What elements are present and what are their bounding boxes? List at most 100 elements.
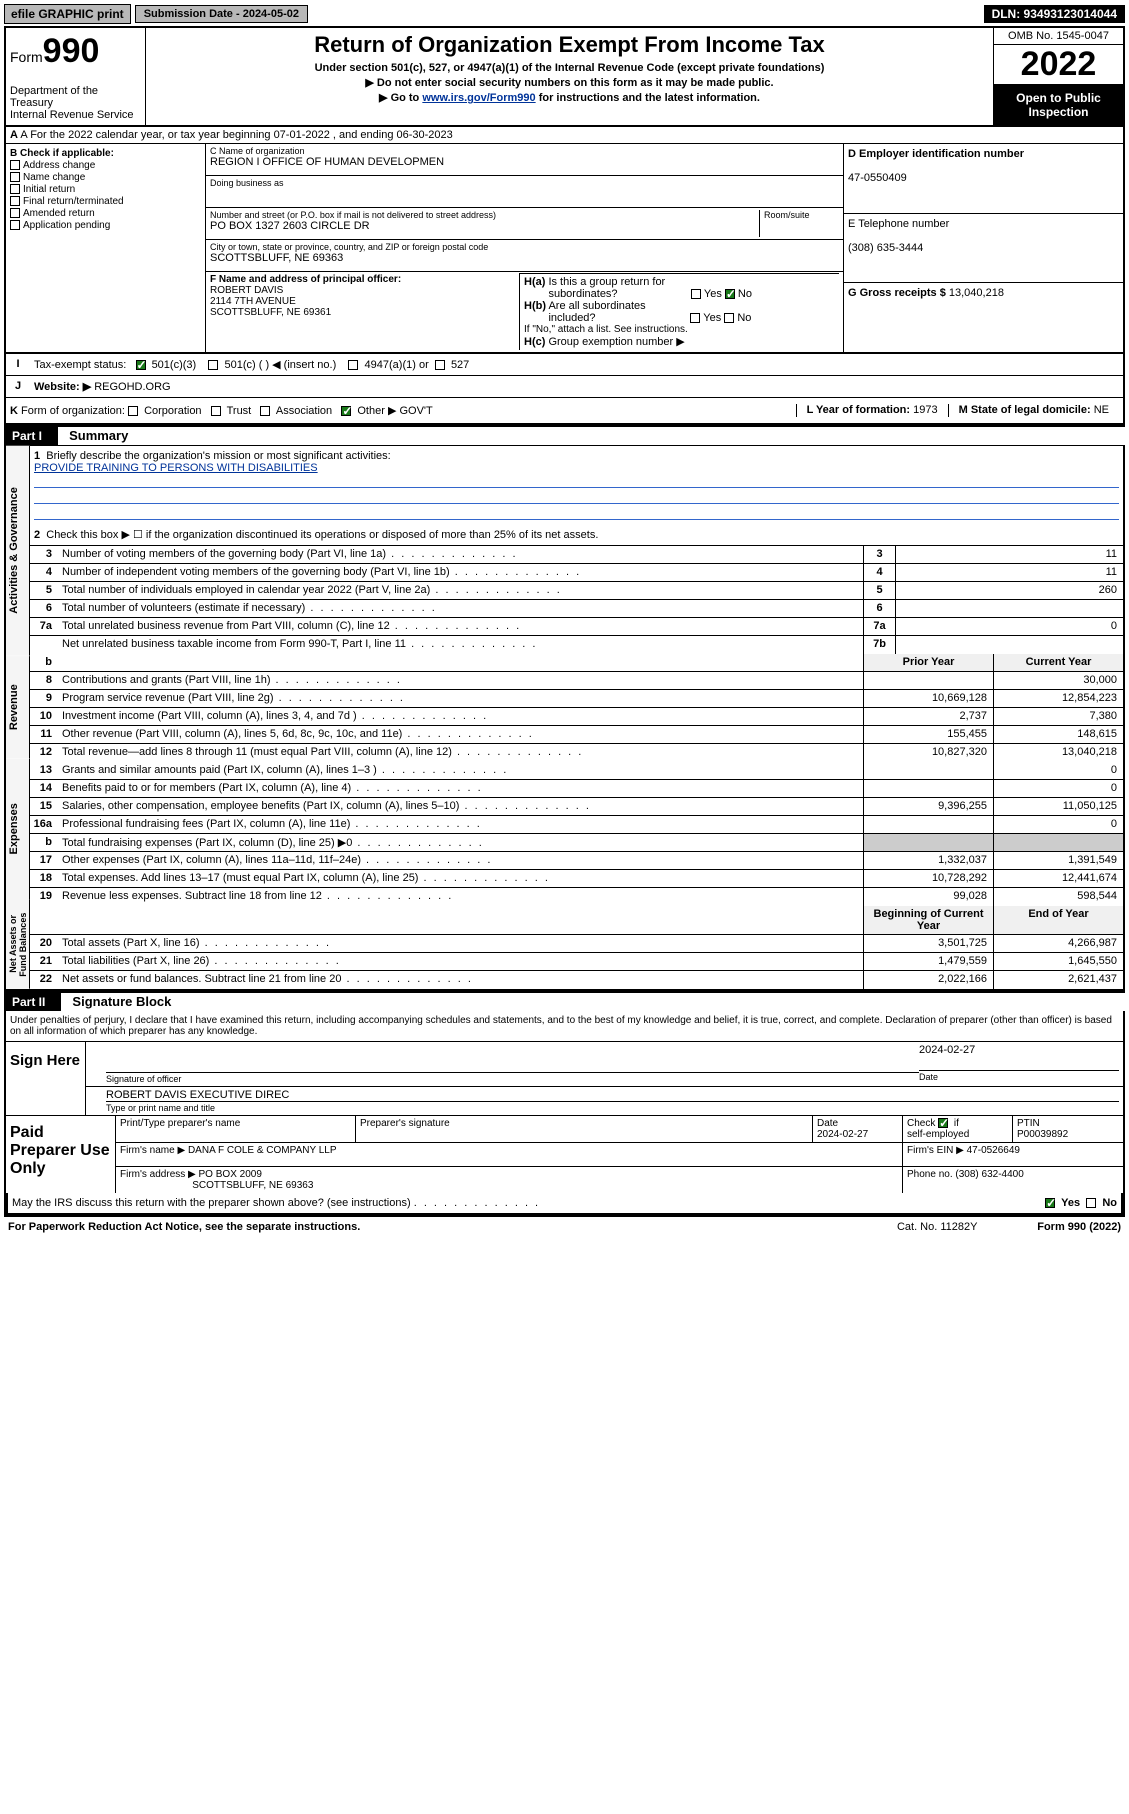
officer-addr2: SCOTTSBLUFF, NE 69361 <box>210 307 519 318</box>
header-sub3: ▶ Go to www.irs.gov/Form990 for instruct… <box>154 91 985 104</box>
street-value: PO BOX 1327 2603 CIRCLE DR <box>210 220 759 232</box>
city-label: City or town, state or province, country… <box>210 242 839 252</box>
paperwork-notice: For Paperwork Reduction Act Notice, see … <box>8 1221 837 1233</box>
preparer-date: 2024-02-27 <box>817 1129 868 1140</box>
dln-label: DLN: 93493123014044 <box>984 5 1125 23</box>
chk-association[interactable] <box>260 406 270 416</box>
row-j: J Website: ▶ REGOHD.ORG <box>4 376 1125 398</box>
chk-amended-return[interactable]: Amended return <box>10 208 201 219</box>
part1-tag: Part I <box>4 427 58 445</box>
vtab-netassets: Net Assets or Fund Balances <box>6 900 30 989</box>
ein-value: 47-0550409 <box>848 172 907 184</box>
form-footer: Form 990 (2022) <box>1037 1221 1121 1233</box>
vtab-revenue: Revenue <box>6 656 30 758</box>
sig-date-value: 2024-02-27 <box>919 1044 1119 1056</box>
chk-501c[interactable] <box>208 360 218 370</box>
header-info-block: B Check if applicable: Address change Na… <box>4 144 1125 354</box>
net-column-headers: Beginning of Current Year End of Year <box>30 906 1123 935</box>
box-b-checkboxes: B Check if applicable: Address change Na… <box>6 144 206 352</box>
room-label: Room/suite <box>764 210 839 220</box>
chk-name-change[interactable]: Name change <box>10 172 201 183</box>
self-employed-check[interactable]: Check ifself-employed <box>903 1116 1013 1142</box>
summary-row: 20Total assets (Part X, line 16)3,501,72… <box>30 935 1123 953</box>
summary-row: 21Total liabilities (Part X, line 26)1,4… <box>30 953 1123 971</box>
state-domicile: NE <box>1094 404 1109 416</box>
chk-other[interactable] <box>341 406 351 416</box>
city-value: SCOTTSBLUFF, NE 69363 <box>210 252 839 264</box>
discuss-no-check[interactable] <box>1086 1198 1096 1208</box>
org-name-label: C Name of organization <box>210 146 839 156</box>
chk-527[interactable] <box>435 360 445 370</box>
chk-final-return[interactable]: Final return/terminated <box>10 196 201 207</box>
top-bar: efile GRAPHIC print Submission Date - 20… <box>4 4 1125 24</box>
firm-ein: 47-0526649 <box>967 1145 1020 1156</box>
summary-row: 19Revenue less expenses. Subtract line 1… <box>30 888 1123 906</box>
officer-addr1: 2114 7TH AVENUE <box>210 296 519 307</box>
sign-here-label: Sign Here <box>6 1042 86 1115</box>
paid-preparer-label: Paid Preparer Use Only <box>6 1116 116 1193</box>
officer-sig-label: Signature of officer <box>106 1072 919 1084</box>
part1-title: Summary <box>61 428 128 443</box>
part2-title: Signature Block <box>64 994 171 1009</box>
summary-table: Activities & Governance Revenue Expenses… <box>4 445 1125 991</box>
summary-row: 22Net assets or fund balances. Subtract … <box>30 971 1123 989</box>
chk-corporation[interactable] <box>128 406 138 416</box>
chk-501c3[interactable] <box>136 360 146 370</box>
street-label: Number and street (or P.O. box if mail i… <box>210 210 759 220</box>
irs-link[interactable]: www.irs.gov/Form990 <box>422 92 535 104</box>
chk-initial-return[interactable]: Initial return <box>10 184 201 195</box>
form-number: 990 <box>43 32 100 70</box>
summary-row: 15Salaries, other compensation, employee… <box>30 798 1123 816</box>
summary-row: 10Investment income (Part VIII, column (… <box>30 708 1123 726</box>
vtab-governance: Activities & Governance <box>6 446 30 656</box>
chk-4947[interactable] <box>348 360 358 370</box>
perjury-statement: Under penalties of perjury, I declare th… <box>6 1011 1123 1042</box>
column-headers: b Prior Year Current Year <box>30 654 1123 672</box>
ptin-value: P00039892 <box>1017 1129 1068 1140</box>
gross-receipts-label: G Gross receipts $ <box>848 287 946 299</box>
efile-print-button[interactable]: efile GRAPHIC print <box>4 4 131 24</box>
summary-row: 17Other expenses (Part IX, column (A), l… <box>30 852 1123 870</box>
omb-number: OMB No. 1545-0047 <box>994 28 1123 45</box>
firm-phone: (308) 632-4400 <box>955 1169 1023 1180</box>
summary-row: 11Other revenue (Part VIII, column (A), … <box>30 726 1123 744</box>
discuss-question: May the IRS discuss this return with the… <box>12 1197 1045 1209</box>
org-name: REGION I OFFICE OF HUMAN DEVELOPMEN <box>210 156 839 168</box>
header-sub2: ▶ Do not enter social security numbers o… <box>154 76 985 89</box>
summary-row: 3Number of voting members of the governi… <box>30 546 1123 564</box>
phone-label: E Telephone number <box>848 218 949 230</box>
summary-row: 5Total number of individuals employed in… <box>30 582 1123 600</box>
officer-name-value: ROBERT DAVIS EXECUTIVE DIREC <box>106 1089 1119 1101</box>
submission-date: Submission Date - 2024-05-02 <box>135 5 308 23</box>
summary-row: 7aTotal unrelated business revenue from … <box>30 618 1123 636</box>
summary-row: 8Contributions and grants (Part VIII, li… <box>30 672 1123 690</box>
form-title: Return of Organization Exempt From Incom… <box>154 32 985 58</box>
header-sub1: Under section 501(c), 527, or 4947(a)(1)… <box>154 62 985 74</box>
chk-application-pending[interactable]: Application pending <box>10 220 201 231</box>
sig-date-label: Date <box>919 1070 1119 1082</box>
dba-label: Doing business as <box>210 178 839 188</box>
year-formation: 1973 <box>913 404 937 416</box>
h-b-note: If "No," attach a list. See instructions… <box>524 324 835 335</box>
summary-row: 18Total expenses. Add lines 13–17 (must … <box>30 870 1123 888</box>
chk-address-change[interactable]: Address change <box>10 160 201 171</box>
summary-row: Net unrelated business taxable income fr… <box>30 636 1123 654</box>
h-a-row: H(a) Is this a group return for subordin… <box>524 276 835 300</box>
row-i: I Tax-exempt status: 501(c)(3) 501(c) ( … <box>4 354 1125 376</box>
form-header: Form990 Department of the Treasury Inter… <box>4 26 1125 127</box>
officer-label: F Name and address of principal officer: <box>210 274 519 285</box>
discuss-yes-check[interactable] <box>1045 1198 1055 1208</box>
tax-year: 2022 <box>994 45 1123 85</box>
summary-row: bTotal fundraising expenses (Part IX, co… <box>30 834 1123 852</box>
chk-trust[interactable] <box>211 406 221 416</box>
signature-block: Under penalties of perjury, I declare th… <box>4 1011 1125 1217</box>
firm-name: DANA F COLE & COMPANY LLP <box>188 1145 337 1156</box>
summary-row: 9Program service revenue (Part VIII, lin… <box>30 690 1123 708</box>
cat-number: Cat. No. 11282Y <box>837 1221 1037 1233</box>
vtab-expenses: Expenses <box>6 758 30 900</box>
preparer-name-label: Print/Type preparer's name <box>116 1116 356 1142</box>
officer-name: ROBERT DAVIS <box>210 285 519 296</box>
treasury-label: Department of the Treasury Internal Reve… <box>10 85 141 121</box>
firm-addr1: PO BOX 2009 <box>199 1169 262 1180</box>
part2-tag: Part II <box>4 993 61 1011</box>
